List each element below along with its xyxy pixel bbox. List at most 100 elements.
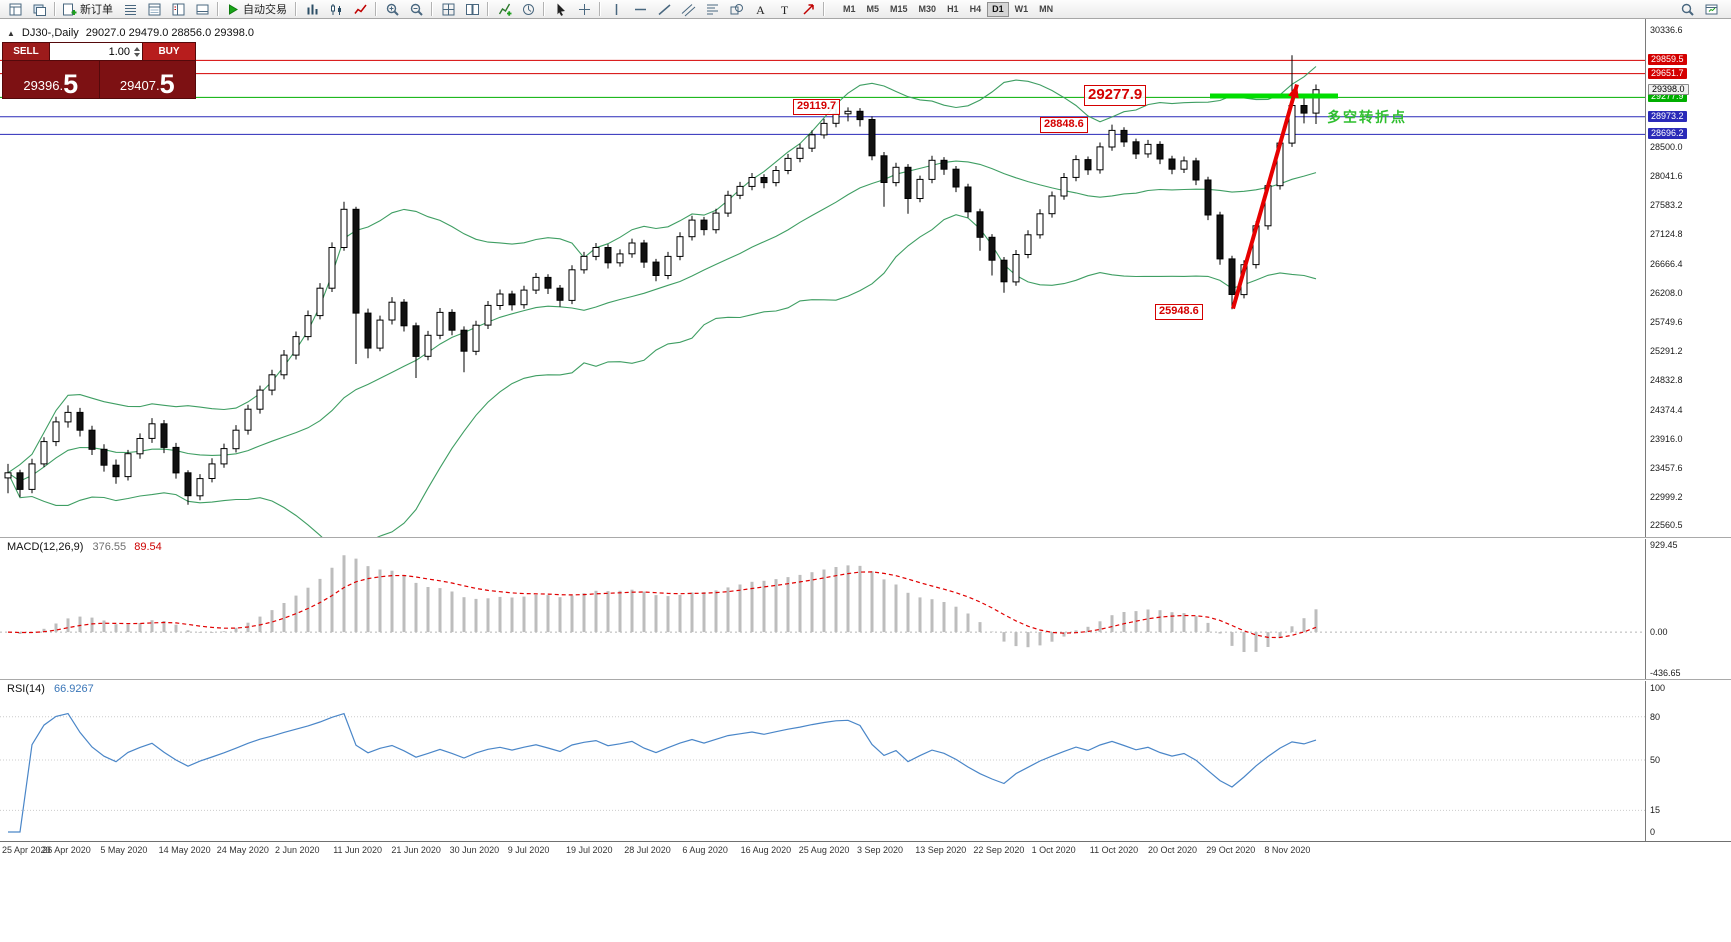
crosshair-button[interactable] bbox=[572, 1, 596, 18]
price-axis-label: 25291.2 bbox=[1650, 346, 1683, 357]
price-axis-label: 26666.4 bbox=[1650, 258, 1683, 269]
macd-name: MACD(12,26,9) bbox=[7, 541, 84, 553]
main-toolbar: 新订单 自动交易 A T M1 M5 M15 M30 H1 H4 D1 W1 MN bbox=[0, 0, 1731, 19]
chart-marker-icon: ▲ bbox=[7, 28, 15, 38]
fibonacci-button[interactable] bbox=[700, 1, 724, 18]
arrows-button[interactable] bbox=[796, 1, 820, 18]
toolbar-separator bbox=[823, 2, 825, 16]
timeframe-m5-button[interactable]: M5 bbox=[866, 3, 880, 14]
sell-price-button[interactable]: 29396. 5 bbox=[3, 61, 100, 98]
navigator-icon bbox=[172, 3, 184, 15]
bollinger-middle bbox=[7, 160, 1317, 482]
terminal-button[interactable] bbox=[190, 1, 214, 18]
pane-splitter[interactable] bbox=[0, 537, 1731, 539]
blue-level-price-label: 28696.2 bbox=[1648, 128, 1687, 140]
auto-arrange-button[interactable] bbox=[436, 1, 460, 18]
sell-button[interactable]: SELL bbox=[3, 43, 49, 60]
date-label: 25 Apr 2020 bbox=[2, 845, 51, 855]
price-axis-label: 24374.4 bbox=[1650, 404, 1683, 415]
candles-layer bbox=[4, 55, 1320, 505]
quick-search-icon bbox=[1681, 3, 1694, 16]
timeframe-mn-button[interactable]: MN bbox=[1039, 3, 1054, 14]
new-window-button[interactable] bbox=[1699, 1, 1723, 18]
date-label: 22 Sep 2020 bbox=[973, 845, 1025, 855]
trendline-button[interactable] bbox=[652, 1, 676, 18]
rsi-panel-canvas[interactable] bbox=[0, 681, 1645, 841]
cycles-button[interactable] bbox=[516, 1, 540, 18]
new-order-button[interactable]: 新订单 bbox=[59, 1, 118, 18]
timeframe-m15-button[interactable]: M15 bbox=[890, 3, 908, 14]
zoom-in-icon bbox=[386, 3, 399, 16]
price-axis-label: 24832.8 bbox=[1650, 375, 1683, 386]
macd-panel-canvas[interactable] bbox=[0, 539, 1645, 679]
trend-arrow-head bbox=[1288, 84, 1299, 99]
rsi-axis-label: 100 bbox=[1650, 683, 1666, 693]
bar-chart-button[interactable] bbox=[300, 1, 324, 18]
data-window-button[interactable] bbox=[142, 1, 166, 18]
buy-price-button[interactable]: 29407. 5 bbox=[100, 61, 196, 98]
zoom-in-button[interactable] bbox=[380, 1, 404, 18]
macd-main-value: 376.55 bbox=[92, 541, 127, 553]
horizontal-line-button[interactable] bbox=[628, 1, 652, 18]
volume-field[interactable]: 1.00 bbox=[49, 43, 143, 60]
shapes-button[interactable] bbox=[724, 1, 748, 18]
cursor-button[interactable] bbox=[548, 1, 572, 18]
toolbar-separator bbox=[217, 2, 219, 16]
timeframe-w1-button[interactable]: W1 bbox=[1014, 3, 1029, 14]
bollinger-upper bbox=[7, 66, 1317, 474]
toolbar-separator bbox=[431, 2, 433, 16]
pane-splitter[interactable] bbox=[0, 679, 1731, 681]
timeframe-h4-button[interactable]: H4 bbox=[969, 3, 982, 14]
volume-down-icon[interactable] bbox=[134, 52, 140, 57]
timeframe-d1-button[interactable]: D1 bbox=[987, 1, 1009, 17]
indicators-button[interactable] bbox=[492, 1, 516, 18]
rsi-axis-label: 80 bbox=[1650, 711, 1661, 722]
trend-arrow-line[interactable] bbox=[1231, 83, 1299, 310]
date-label: 19 Jul 2020 bbox=[566, 845, 613, 855]
volume-up-icon[interactable] bbox=[134, 46, 140, 51]
timeframe-h1-button[interactable]: H1 bbox=[947, 3, 959, 14]
vertical-line-button[interactable] bbox=[604, 1, 628, 18]
chart-profiles-button[interactable] bbox=[27, 1, 51, 18]
date-axis: 25 Apr 2020 26 Apr 2020 5 May 2020 14 May 2… bbox=[0, 841, 1731, 858]
market-watch-button[interactable] bbox=[118, 1, 142, 18]
line-chart-button[interactable] bbox=[348, 1, 372, 18]
fibonacci-icon bbox=[706, 4, 718, 14]
macd-label: MACD(12,26,9) 376.55 89.54 bbox=[7, 541, 162, 553]
price-chart-canvas[interactable] bbox=[0, 19, 1645, 537]
volume-spinner[interactable] bbox=[134, 46, 140, 57]
timeframe-m1-button[interactable]: M1 bbox=[843, 3, 856, 14]
data-window-icon bbox=[148, 3, 160, 15]
price-axis-label: 25749.6 bbox=[1650, 316, 1683, 327]
buy-button[interactable]: BUY bbox=[143, 43, 195, 60]
chart-symbol-period: DJ30-,Daily bbox=[21, 27, 79, 39]
macd-signal-line bbox=[7, 571, 1317, 639]
autotrading-button[interactable]: 自动交易 bbox=[222, 1, 292, 18]
navigator-button[interactable] bbox=[166, 1, 190, 18]
bollinger-lower bbox=[7, 214, 1317, 537]
svg-text:T: T bbox=[780, 3, 788, 17]
market-watch-icon bbox=[124, 4, 136, 15]
macd-axis-label: -436.65 bbox=[1650, 668, 1681, 678]
timeframe-m30-button[interactable]: M30 bbox=[918, 3, 937, 14]
macd-axis-label: 929.45 bbox=[1650, 540, 1678, 550]
red-level-price-label: 29859.5 bbox=[1648, 54, 1687, 66]
bar-chart-icon bbox=[307, 4, 317, 14]
quick-search-button[interactable] bbox=[1675, 1, 1699, 18]
zoom-out-button[interactable] bbox=[404, 1, 428, 18]
tile-windows-button[interactable] bbox=[460, 1, 484, 18]
text-label-button[interactable]: T bbox=[772, 1, 796, 18]
new-chart-button[interactable] bbox=[3, 1, 27, 18]
date-label: 3 Sep 2020 bbox=[857, 845, 904, 855]
text-button[interactable]: A bbox=[748, 1, 772, 18]
svg-text:A: A bbox=[756, 3, 765, 17]
sell-price-big-digit: 5 bbox=[63, 68, 79, 99]
equidistant-channel-button[interactable] bbox=[676, 1, 700, 18]
toolbar-separator bbox=[543, 2, 545, 16]
horizontal-line-icon bbox=[634, 8, 646, 10]
candlestick-chart-button[interactable] bbox=[324, 1, 348, 18]
toolbar-separator bbox=[295, 2, 297, 16]
timeframe-group: M1 M5 M15 M30 H1 H4 D1 W1 MN bbox=[838, 1, 1058, 17]
rsi-axis-label: 0 bbox=[1650, 827, 1656, 837]
price-axis-label: 23916.0 bbox=[1650, 433, 1683, 444]
